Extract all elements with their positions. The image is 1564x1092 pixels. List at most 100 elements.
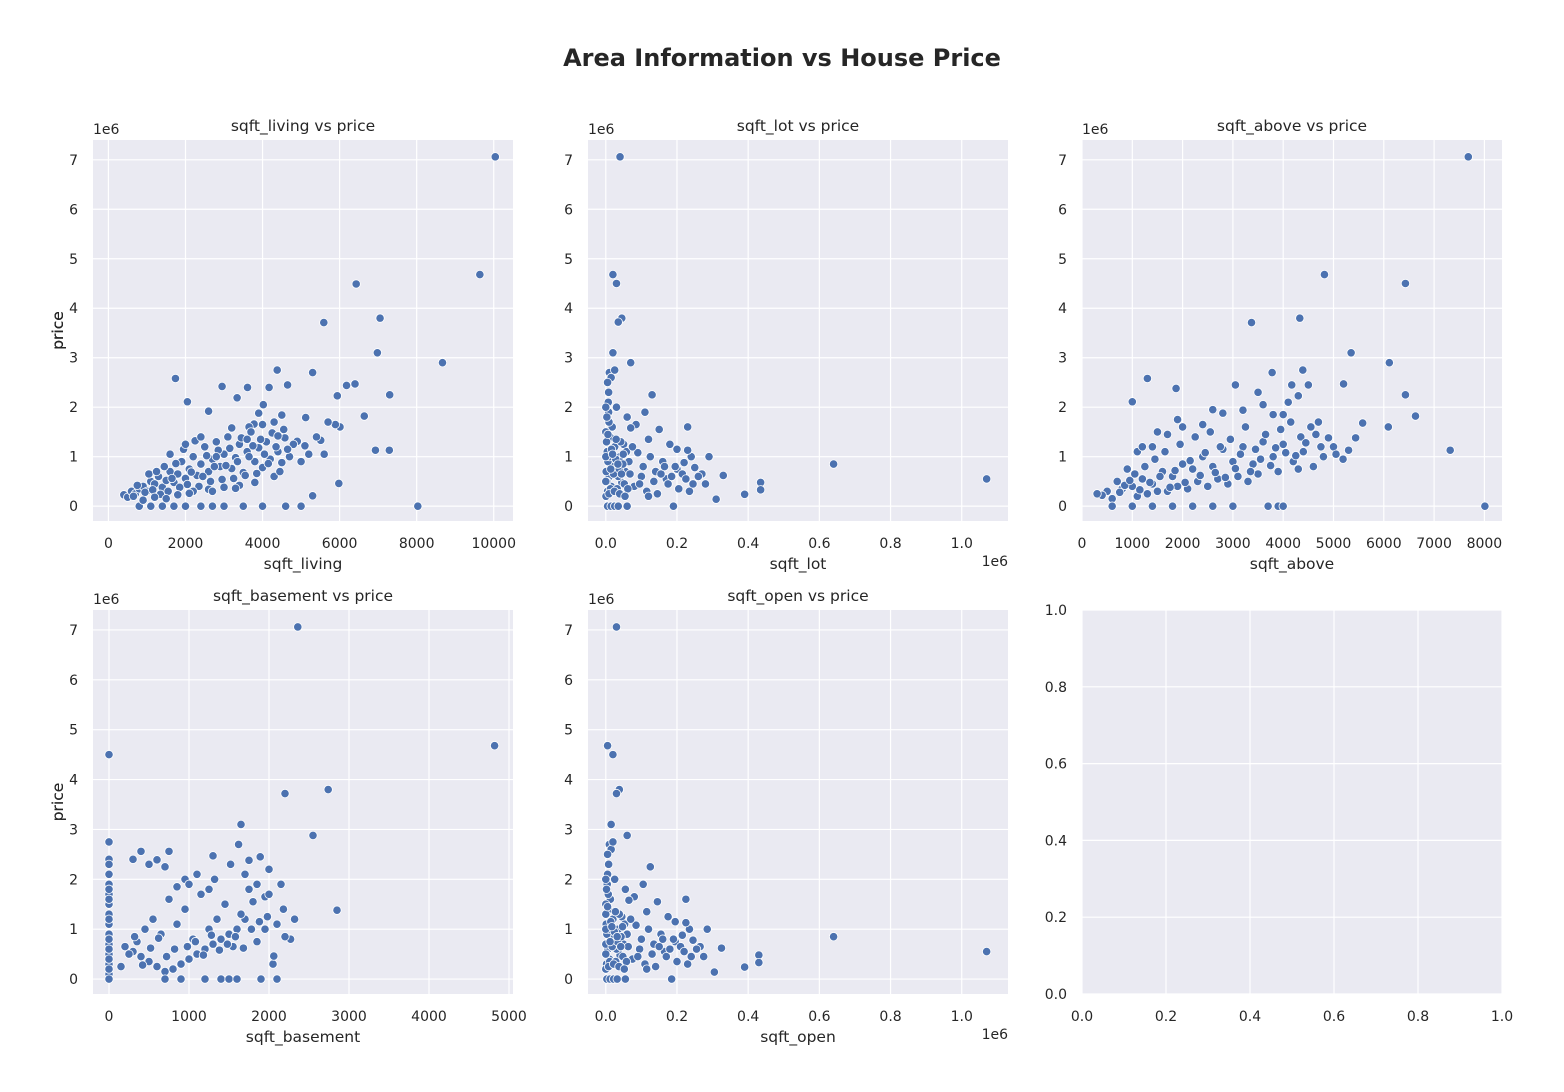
- data-point: [679, 947, 689, 957]
- data-point: [679, 458, 689, 468]
- data-point: [1258, 400, 1268, 410]
- data-point: [667, 471, 677, 482]
- data-point: [1230, 463, 1241, 474]
- data-point: [152, 855, 162, 865]
- data-point: [686, 951, 696, 962]
- data-point: [602, 849, 613, 859]
- data-point: [375, 313, 385, 323]
- data-point: [1092, 489, 1102, 499]
- data-point: [276, 879, 286, 889]
- data-point: [319, 317, 329, 328]
- data-point: [610, 907, 621, 917]
- data-point: [1383, 422, 1393, 432]
- y-tick-label: 7: [564, 153, 573, 169]
- data-point: [681, 474, 691, 484]
- data-point: [1140, 461, 1150, 472]
- data-point: [221, 460, 231, 471]
- data-point: [301, 412, 311, 423]
- data-point: [196, 501, 206, 511]
- points: [601, 622, 992, 984]
- data-point: [203, 466, 214, 477]
- y-tick-label: 2: [69, 400, 78, 416]
- data-point: [1188, 501, 1198, 511]
- data-point: [188, 452, 198, 462]
- x-axis-label: sqft_basement: [246, 1028, 360, 1047]
- data-point: [615, 152, 625, 162]
- data-point: [1190, 432, 1200, 442]
- plot-area: [1082, 610, 1502, 994]
- data-point: [190, 937, 200, 947]
- data-point: [1331, 449, 1341, 459]
- y-tick-label: 5: [1058, 252, 1067, 268]
- data-point: [1177, 422, 1188, 432]
- data-point: [1137, 474, 1147, 484]
- subplot-title: sqft_lot vs price: [737, 117, 859, 136]
- data-point: [613, 459, 623, 469]
- x-tick-label: 8000: [1467, 536, 1503, 552]
- data-point: [171, 459, 181, 469]
- data-point: [1318, 452, 1329, 462]
- data-point: [602, 377, 613, 388]
- data-point: [1291, 451, 1301, 461]
- y-offset-text: 1e6: [93, 122, 120, 138]
- data-point: [211, 437, 221, 447]
- data-point: [611, 788, 622, 799]
- y-tick-label: 0.0: [1045, 987, 1067, 1003]
- data-point: [651, 961, 661, 972]
- data-point: [207, 486, 218, 496]
- data-point: [167, 473, 177, 484]
- data-point: [1160, 447, 1170, 457]
- y-tick-label: 2: [69, 872, 78, 888]
- y-axis-label: price: [49, 311, 67, 350]
- data-point: [1384, 358, 1394, 368]
- data-point: [1142, 489, 1152, 499]
- data-point: [169, 501, 179, 511]
- data-point: [269, 951, 279, 961]
- y-tick-label: 5: [564, 252, 573, 268]
- data-point: [263, 459, 273, 469]
- data-point: [252, 937, 262, 947]
- data-point: [1301, 438, 1311, 448]
- data-point: [1240, 422, 1251, 432]
- x-offset-text: 1e6: [982, 554, 1009, 570]
- data-point: [277, 410, 287, 420]
- data-point: [1180, 477, 1190, 488]
- data-point: [1313, 417, 1324, 427]
- data-point: [207, 501, 218, 511]
- data-point: [289, 914, 300, 924]
- y-tick-label: 2: [564, 872, 573, 888]
- x-tick-label: 0.4: [737, 536, 759, 552]
- data-point: [1230, 380, 1241, 390]
- data-point: [702, 924, 712, 934]
- data-point: [1268, 452, 1278, 462]
- data-point: [164, 846, 174, 856]
- data-point: [219, 482, 229, 492]
- data-point: [104, 964, 114, 974]
- y-tick-label: 0.4: [1045, 833, 1067, 849]
- data-point: [691, 944, 702, 954]
- data-point: [140, 924, 150, 934]
- data-point: [1145, 477, 1155, 488]
- data-point: [1263, 501, 1273, 511]
- data-point: [663, 912, 673, 922]
- y-tick-label: 4: [69, 773, 78, 789]
- data-point: [1303, 380, 1313, 390]
- data-point: [1208, 405, 1218, 415]
- data-point: [120, 942, 130, 952]
- x-tick-label: 1.0: [951, 1009, 973, 1025]
- data-point: [259, 449, 270, 459]
- data-point: [1295, 313, 1305, 323]
- data-point: [652, 897, 663, 907]
- data-point: [308, 830, 318, 841]
- data-point: [226, 859, 236, 869]
- data-point: [308, 367, 318, 378]
- data-point: [234, 839, 244, 849]
- y-tick-label: 0: [1058, 499, 1067, 515]
- data-point: [645, 452, 655, 462]
- points: [1092, 152, 1490, 511]
- data-point: [1278, 439, 1288, 449]
- y-tick-label: 6: [564, 202, 573, 218]
- data-point: [652, 489, 663, 499]
- data-point: [180, 904, 190, 914]
- data-point: [608, 750, 618, 760]
